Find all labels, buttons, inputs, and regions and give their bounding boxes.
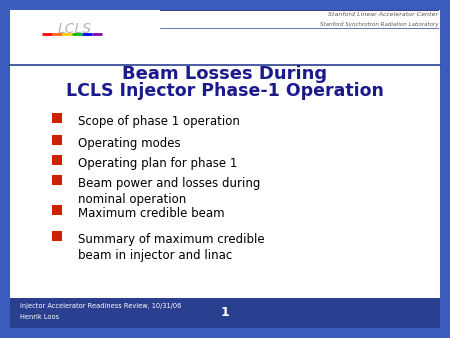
FancyBboxPatch shape	[52, 205, 62, 215]
Text: Operating modes: Operating modes	[78, 137, 180, 150]
Text: Summary of maximum credible
beam in injector and linac: Summary of maximum credible beam in inje…	[78, 233, 265, 263]
Text: Stanford Synchrotron Radiation Laboratory: Stanford Synchrotron Radiation Laborator…	[320, 22, 438, 27]
Text: Beam Losses During: Beam Losses During	[122, 65, 328, 83]
Text: Stanford Linear Accelerator Center: Stanford Linear Accelerator Center	[328, 12, 438, 17]
FancyBboxPatch shape	[52, 135, 62, 145]
FancyBboxPatch shape	[52, 155, 62, 165]
Text: Injector Accelerator Readiness Review, 10/31/06: Injector Accelerator Readiness Review, 1…	[20, 303, 181, 309]
Text: Maximum credible beam: Maximum credible beam	[78, 207, 225, 220]
FancyBboxPatch shape	[52, 113, 62, 123]
FancyBboxPatch shape	[10, 298, 440, 328]
Text: Beam power and losses during
nominal operation: Beam power and losses during nominal ope…	[78, 177, 261, 207]
Text: 1: 1	[220, 306, 230, 319]
FancyBboxPatch shape	[52, 231, 62, 241]
Text: LCLS: LCLS	[58, 22, 92, 36]
Text: Operating plan for phase 1: Operating plan for phase 1	[78, 157, 238, 170]
Text: Scope of phase 1 operation: Scope of phase 1 operation	[78, 115, 240, 128]
FancyBboxPatch shape	[52, 175, 62, 185]
FancyBboxPatch shape	[10, 10, 440, 328]
Text: Henrik Loos: Henrik Loos	[20, 314, 59, 320]
Text: LCLS Injector Phase-1 Operation: LCLS Injector Phase-1 Operation	[66, 82, 384, 100]
